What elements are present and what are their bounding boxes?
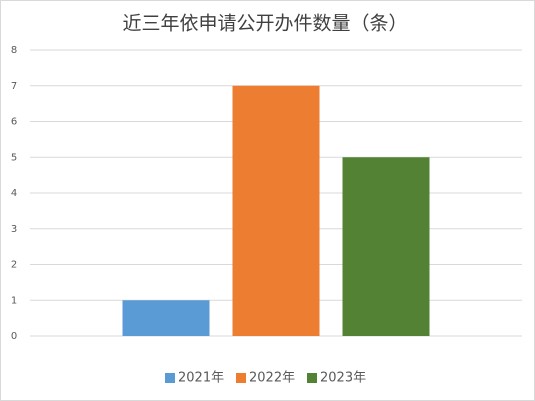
legend-label: 2023年 (320, 371, 366, 386)
y-tick-label: 3 (11, 224, 17, 235)
y-tick-label: 1 (11, 295, 17, 306)
bar (342, 157, 430, 336)
y-tick-label: 0 (11, 331, 17, 342)
bar (232, 85, 320, 336)
y-tick-label: 2 (11, 260, 17, 271)
y-tick-label: 4 (11, 188, 17, 199)
legend-swatch (165, 373, 175, 383)
y-tick-label: 6 (11, 117, 17, 128)
y-tick-label: 7 (11, 81, 17, 92)
bar (122, 300, 210, 336)
y-tick-label: 5 (11, 152, 17, 163)
legend-label: 2021年 (178, 371, 224, 386)
y-tick-label: 8 (11, 45, 17, 56)
legend-swatch (236, 373, 246, 383)
legend-swatch (307, 373, 317, 383)
chart-title: 近三年依申请公开办件数量（条） (122, 13, 407, 35)
legend-label: 2022年 (249, 371, 295, 386)
